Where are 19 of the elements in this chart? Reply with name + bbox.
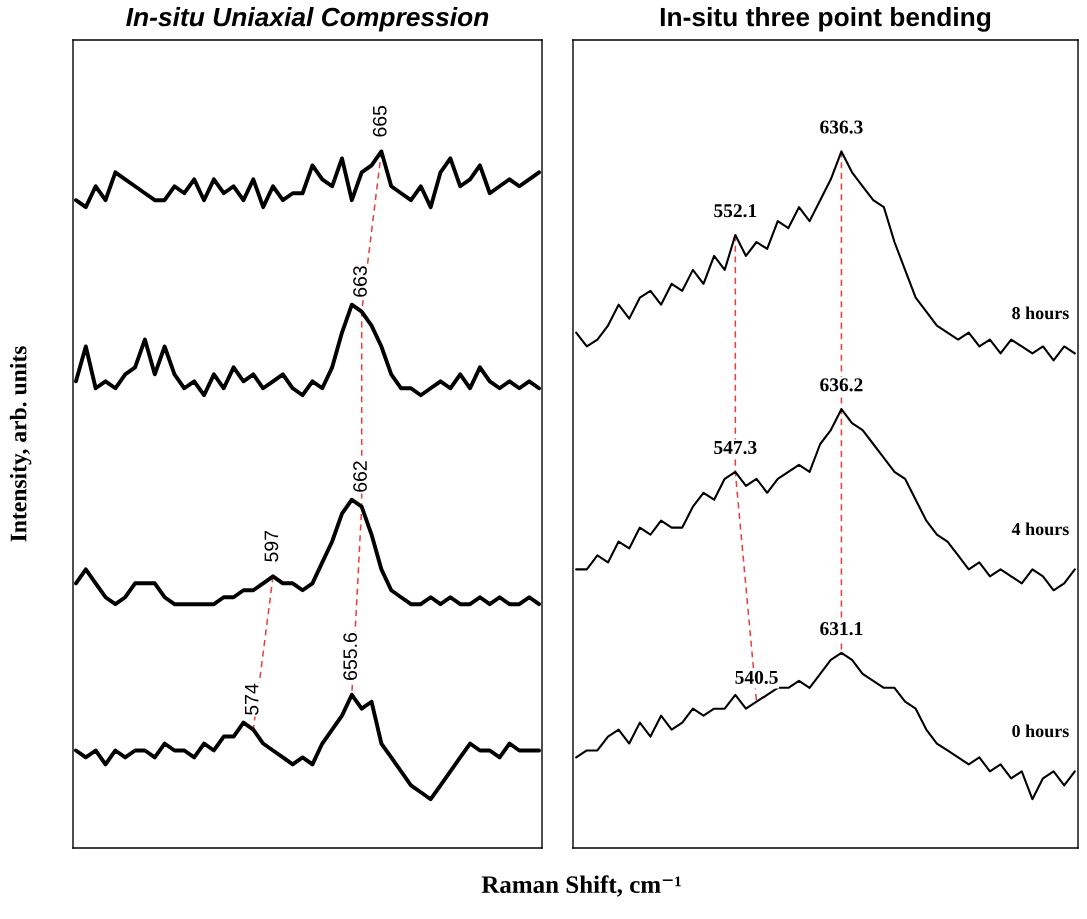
annotation: 665 bbox=[372, 105, 387, 137]
annotation: 655.6 bbox=[343, 633, 358, 680]
y-axis-title: Intensity, arb. units bbox=[9, 346, 32, 542]
annotation: 547.3 bbox=[714, 440, 757, 455]
x-axis-title: Raman Shift, cm⁻¹ bbox=[481, 875, 681, 897]
series-label: 4 hours bbox=[1011, 522, 1069, 536]
series-label: 0 hours bbox=[1012, 724, 1069, 738]
annotation: 540.5 bbox=[735, 670, 778, 684]
annotation: 597 bbox=[264, 530, 279, 562]
annotation: 631.1 bbox=[820, 622, 863, 636]
annotation: 636.2 bbox=[820, 378, 863, 392]
series-label: 8 hours bbox=[1012, 306, 1069, 320]
annotation: 663 bbox=[353, 266, 367, 297]
annotation: 662 bbox=[353, 461, 367, 492]
annotation: 574 bbox=[244, 683, 259, 715]
chart-title: In-situ Uniaxial Compression bbox=[126, 6, 489, 32]
annotation: 552.1 bbox=[714, 204, 757, 218]
chart-title: In-situ three point bending bbox=[660, 6, 991, 32]
annotation: 636.3 bbox=[820, 120, 863, 134]
